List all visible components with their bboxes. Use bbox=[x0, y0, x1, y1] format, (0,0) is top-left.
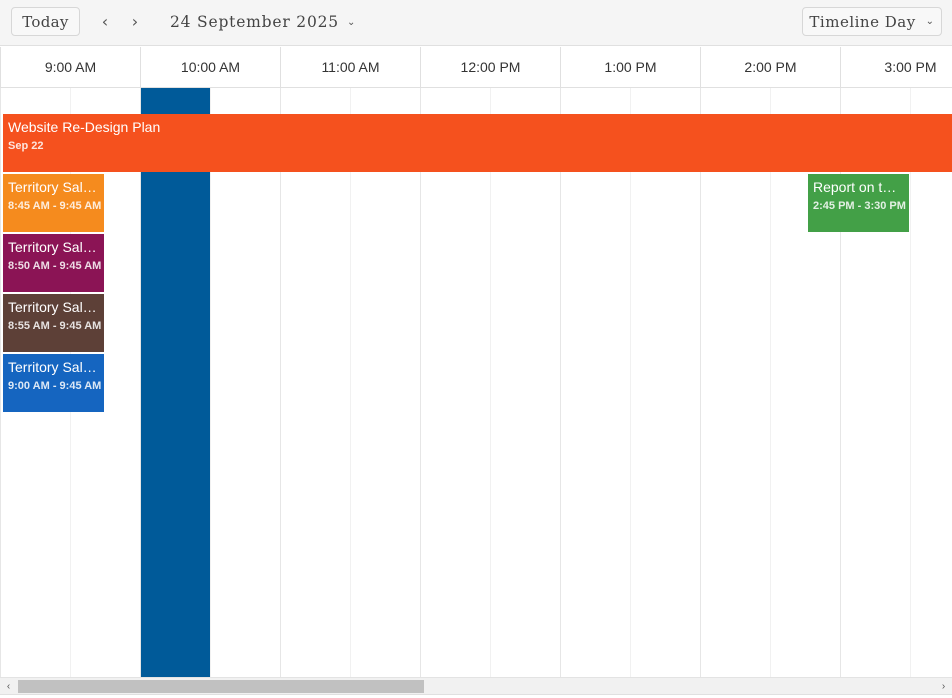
event-title: Territory Sal… bbox=[8, 359, 97, 375]
scrollbar-thumb[interactable] bbox=[18, 680, 424, 693]
hour-header: 2:00 PM bbox=[700, 47, 840, 87]
grid-line bbox=[420, 88, 421, 677]
next-icon[interactable]: › bbox=[131, 11, 139, 31]
grid-line bbox=[0, 88, 1, 677]
event-time: Sep 22 bbox=[8, 140, 44, 152]
timeline-grid[interactable]: Website Re-Design Plan Sep 22 Territory … bbox=[0, 88, 952, 677]
grid-line bbox=[560, 88, 561, 677]
event-title: Website Re-Design Plan bbox=[8, 119, 161, 135]
hour-header: 3:00 PM bbox=[840, 47, 952, 87]
bottom-border bbox=[0, 694, 952, 698]
event-time: 8:50 AM - 9:45 AM bbox=[8, 260, 102, 272]
view-switcher-button[interactable]: Timeline Day ⌄ bbox=[802, 7, 942, 36]
grid-line bbox=[140, 88, 141, 677]
event-territory-sales[interactable]: Territory Sal… 8:50 AM - 9:45 AM bbox=[3, 234, 104, 292]
scroll-right-icon[interactable]: › bbox=[941, 681, 946, 692]
scroll-left-icon[interactable]: ‹ bbox=[6, 681, 11, 692]
event-territory-sales[interactable]: Territory Sal… 8:55 AM - 9:45 AM bbox=[3, 294, 104, 352]
grid-line bbox=[630, 88, 631, 677]
grid-line bbox=[770, 88, 771, 677]
scheduler-toolbar: Today ‹ › 24 September 2025 ⌄ Timeline D… bbox=[0, 0, 952, 46]
timeline-header: 9:00 AM 10:00 AM 11:00 AM 12:00 PM 1:00 … bbox=[0, 47, 952, 88]
event-time: 2:45 PM - 3:30 PM bbox=[813, 200, 906, 212]
date-range-label: 24 September 2025 bbox=[170, 13, 339, 31]
event-title: Report on th… bbox=[813, 179, 904, 195]
horizontal-scrollbar[interactable]: ‹ › bbox=[0, 677, 952, 694]
event-territory-sales[interactable]: Territory Sal… 8:45 AM - 9:45 AM bbox=[3, 174, 104, 232]
grid-line bbox=[840, 88, 841, 677]
event-title: Territory Sal… bbox=[8, 239, 97, 255]
hour-header: 12:00 PM bbox=[420, 47, 560, 87]
event-website-redesign[interactable]: Website Re-Design Plan Sep 22 bbox=[3, 114, 952, 172]
hour-header: 11:00 AM bbox=[280, 47, 420, 87]
view-label: Timeline Day bbox=[809, 12, 916, 31]
event-time: 8:55 AM - 9:45 AM bbox=[8, 320, 102, 332]
event-report[interactable]: Report on th… 2:45 PM - 3:30 PM bbox=[808, 174, 909, 232]
date-range-picker[interactable]: 24 September 2025 ⌄ bbox=[170, 10, 356, 34]
today-button[interactable]: Today bbox=[11, 7, 80, 36]
previous-icon[interactable]: ‹ bbox=[101, 11, 109, 31]
hour-header: 10:00 AM bbox=[140, 47, 280, 87]
grid-line bbox=[280, 88, 281, 677]
event-title: Territory Sal… bbox=[8, 299, 97, 315]
grid-line bbox=[350, 88, 351, 677]
grid-line bbox=[700, 88, 701, 677]
hour-header: 9:00 AM bbox=[0, 47, 140, 87]
grid-line bbox=[210, 88, 211, 677]
chevron-down-icon: ⌄ bbox=[925, 16, 935, 27]
current-time-band bbox=[141, 88, 210, 677]
grid-line bbox=[490, 88, 491, 677]
hour-header: 1:00 PM bbox=[560, 47, 700, 87]
event-title: Territory Sal… bbox=[8, 179, 97, 195]
event-time: 9:00 AM - 9:45 AM bbox=[8, 380, 102, 392]
event-time: 8:45 AM - 9:45 AM bbox=[8, 200, 102, 212]
chevron-down-icon: ⌄ bbox=[346, 16, 357, 28]
grid-line bbox=[910, 88, 911, 677]
event-territory-sales[interactable]: Territory Sal… 9:00 AM - 9:45 AM bbox=[3, 354, 104, 412]
